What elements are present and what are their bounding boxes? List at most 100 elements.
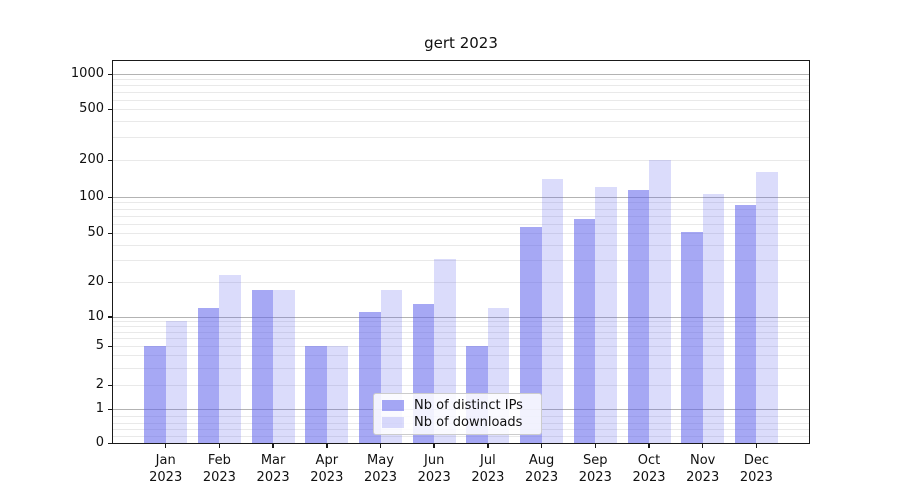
x-tick-label: Jan 2023 <box>149 453 183 485</box>
gridline-minor <box>113 321 809 323</box>
bar-downloads-apr <box>326 346 349 443</box>
spine-top <box>112 60 810 61</box>
bar-distinct-ips-mar <box>251 290 274 443</box>
legend-swatch-distinct-ips <box>382 399 404 411</box>
x-tick-mark <box>218 444 221 448</box>
gridline-minor <box>113 367 809 369</box>
legend-item-downloads: Nb of downloads <box>382 415 533 430</box>
spine-left <box>112 60 113 444</box>
x-tick-label: Oct 2023 <box>632 453 666 485</box>
gridline-minor <box>113 355 809 357</box>
gridline-minor <box>113 137 809 139</box>
x-tick-mark <box>272 444 274 448</box>
x-tick-label: Dec 2023 <box>739 453 773 485</box>
legend-label-downloads: Nb of downloads <box>414 415 523 431</box>
x-tick-mark <box>701 444 704 448</box>
x-tick-mark <box>379 444 382 448</box>
gridline-major <box>113 197 809 198</box>
x-tick-label: May 2023 <box>363 453 398 485</box>
gridline-minor <box>113 92 809 93</box>
gridline-minor <box>113 436 809 438</box>
gridline-minor <box>113 208 809 210</box>
bar-distinct-ips-aug <box>520 227 542 443</box>
x-tick-label: Jun 2023 <box>417 453 451 485</box>
y-tick-mark <box>108 408 112 410</box>
bar-distinct-ips-feb <box>197 307 220 443</box>
bar-distinct-ips-oct <box>627 190 649 443</box>
bar-downloads-sep <box>595 187 617 443</box>
y-tick-label: 1 <box>95 401 104 416</box>
bar-downloads-dec <box>756 171 778 443</box>
y-tick-mark <box>108 345 112 347</box>
gridline-minor <box>113 85 809 87</box>
x-tick-mark <box>755 444 758 448</box>
gridline-minor <box>113 245 809 246</box>
y-tick-label: 1000 <box>70 66 104 81</box>
x-tick-label: Mar 2023 <box>256 453 290 485</box>
gridline-major <box>113 74 809 75</box>
y-tick-label: 10 <box>87 308 104 324</box>
bar-distinct-ips-nov <box>681 231 703 443</box>
y-tick-label: 20 <box>87 274 104 290</box>
y-tick-mark <box>108 108 112 110</box>
gridline-minor <box>113 326 809 328</box>
y-tick-mark <box>108 281 112 284</box>
x-tick-mark <box>433 444 435 448</box>
y-tick-mark <box>108 442 112 444</box>
x-tick-label: Sep 2023 <box>578 453 612 485</box>
gridline-minor <box>113 233 809 234</box>
gridline-minor <box>113 202 809 204</box>
bar-downloads-nov <box>702 194 725 443</box>
y-tick-label: 100 <box>79 189 104 204</box>
bar-downloads-jan <box>165 321 188 443</box>
bar-downloads-mar <box>273 290 295 443</box>
x-tick-label: Apr 2023 <box>310 453 344 485</box>
x-tick-mark <box>164 444 167 448</box>
spine-right <box>809 60 810 444</box>
x-tick-label: Feb 2023 <box>202 453 236 485</box>
gridline-minor <box>113 79 809 81</box>
bar-downloads-aug <box>541 179 564 443</box>
gridline-minor <box>113 331 809 333</box>
legend: Nb of distinct IPs Nb of downloads <box>373 393 542 435</box>
bar-distinct-ips-sep <box>573 219 596 443</box>
y-tick-mark <box>108 384 112 386</box>
y-tick-mark <box>108 232 112 234</box>
legend-label-distinct-ips: Nb of distinct IPs <box>414 397 523 413</box>
y-tick-label: 0 <box>95 435 104 450</box>
gridline-minor <box>113 99 809 101</box>
y-tick-label: 2 <box>95 377 104 392</box>
gridline-minor <box>113 215 809 217</box>
gridline-minor <box>113 223 809 225</box>
gridline-minor <box>113 109 809 110</box>
y-tick-mark <box>108 316 112 318</box>
chart-title: gert 2023 <box>424 34 498 52</box>
y-tick-label: 500 <box>79 101 104 116</box>
x-tick-mark <box>487 444 489 448</box>
gridline-major <box>113 316 809 318</box>
gridline-minor <box>113 338 809 340</box>
gridline-minor <box>113 260 809 262</box>
x-tick-mark <box>326 444 328 448</box>
gridline-minor <box>113 282 809 284</box>
y-tick-mark <box>108 73 112 75</box>
x-tick-label: Jul 2023 <box>471 453 505 485</box>
x-tick-label: Aug 2023 <box>525 453 559 485</box>
spine-bottom <box>112 443 810 444</box>
x-tick-label: Nov 2023 <box>686 453 720 485</box>
gridline-minor <box>113 385 809 386</box>
gridline-minor <box>113 346 809 347</box>
y-tick-mark <box>108 159 112 161</box>
bar-downloads-oct <box>649 160 671 443</box>
gridline-minor <box>113 160 809 161</box>
y-tick-label: 200 <box>79 152 104 167</box>
x-tick-mark <box>540 444 543 448</box>
x-tick-mark <box>648 444 650 448</box>
bar-distinct-ips-apr <box>305 346 327 443</box>
y-tick-label: 50 <box>87 225 104 240</box>
legend-swatch-downloads <box>382 417 404 429</box>
gridline-minor <box>113 121 809 123</box>
x-tick-mark <box>594 444 597 448</box>
bar-distinct-ips-dec <box>734 205 757 443</box>
